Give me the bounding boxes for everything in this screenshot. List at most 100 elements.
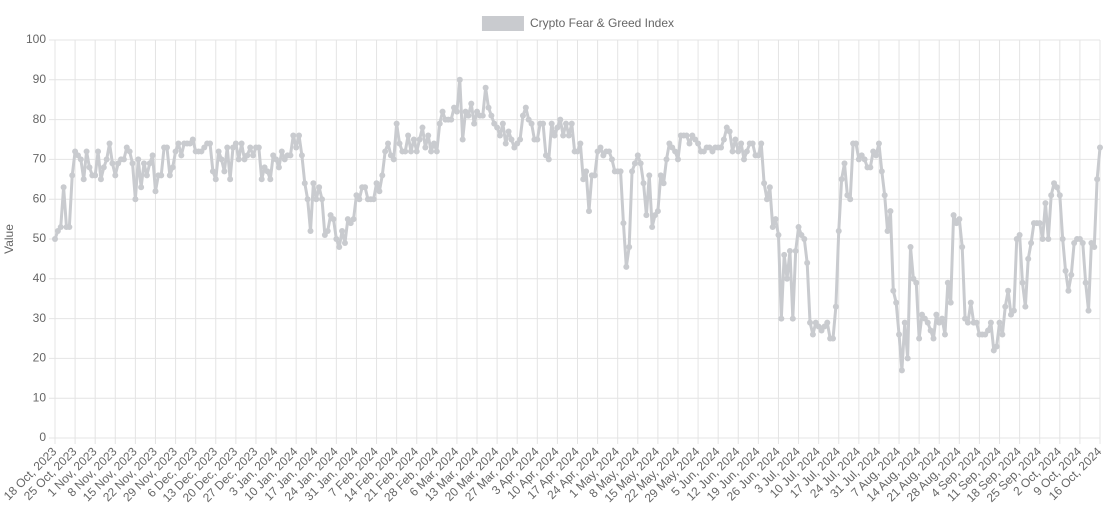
data-point [224, 144, 231, 151]
data-point [597, 144, 604, 151]
data-point [433, 148, 440, 155]
data-point [106, 140, 113, 147]
data-point [238, 140, 245, 147]
data-point [1065, 287, 1072, 294]
data-point [985, 327, 992, 334]
data-point [896, 331, 903, 338]
data-point [996, 319, 1003, 326]
data-point [1036, 220, 1043, 227]
data-point [86, 164, 93, 171]
data-point [1079, 239, 1086, 246]
data-point [560, 132, 567, 139]
data-point [390, 156, 397, 163]
data-point [617, 168, 624, 175]
data-point [741, 156, 748, 163]
data-point [941, 331, 948, 338]
data-point [772, 216, 779, 223]
data-point [189, 136, 196, 143]
data-point [459, 136, 466, 143]
data-point [350, 216, 357, 223]
data-point [393, 120, 400, 127]
data-point [778, 315, 785, 322]
data-point [255, 144, 262, 151]
data-point [804, 259, 811, 266]
data-point [310, 180, 317, 187]
data-point [207, 140, 214, 147]
data-point [749, 140, 756, 147]
data-point [867, 164, 874, 171]
data-point [657, 172, 664, 179]
y-tick-label: 100 [26, 32, 46, 46]
data-point [373, 180, 380, 187]
data-point [324, 228, 331, 235]
data-point [1085, 307, 1092, 314]
data-point [620, 220, 627, 227]
data-point [436, 120, 443, 127]
legend: Crypto Fear & Greed Index [481, 16, 674, 31]
data-point [356, 196, 363, 203]
data-point [83, 148, 90, 155]
data-point [637, 160, 644, 167]
data-point [100, 164, 107, 171]
data-point [146, 160, 153, 167]
data-point [554, 124, 561, 131]
data-point [626, 243, 633, 250]
y-tick-label: 10 [33, 390, 47, 404]
legend-swatch [481, 16, 524, 31]
data-point [861, 156, 868, 163]
data-point [873, 152, 880, 159]
data-point [898, 367, 905, 374]
data-point [735, 148, 742, 155]
y-tick-label: 60 [33, 191, 47, 205]
data-point [275, 164, 282, 171]
data-point [267, 176, 274, 183]
data-point [1082, 279, 1089, 286]
data-point [769, 224, 776, 231]
data-point [755, 152, 762, 159]
data-point [138, 184, 145, 191]
data-point [66, 224, 73, 231]
data-point [341, 239, 348, 246]
data-point [939, 315, 946, 322]
data-point [307, 228, 314, 235]
y-tick-label: 80 [33, 112, 47, 126]
data-point [149, 152, 156, 159]
data-point [439, 108, 446, 115]
data-point [738, 140, 745, 147]
data-point [758, 140, 765, 147]
data-point [1002, 303, 1009, 310]
data-point [264, 168, 271, 175]
data-point [838, 176, 845, 183]
data-point [913, 279, 920, 286]
data-point [522, 104, 529, 111]
data-point [385, 140, 392, 147]
data-point [930, 335, 937, 342]
data-point [720, 136, 727, 143]
data-point [1097, 144, 1103, 151]
data-point [416, 136, 423, 143]
data-point [830, 335, 837, 342]
data-point [232, 140, 239, 147]
data-point [686, 140, 693, 147]
data-point [172, 148, 179, 155]
data-point [152, 188, 159, 195]
data-point [967, 299, 974, 306]
data-point [287, 152, 294, 159]
data-point [801, 236, 808, 242]
data-point [761, 180, 768, 187]
data-point [212, 176, 219, 183]
data-point [456, 76, 463, 83]
data-point [330, 216, 337, 223]
data-point [293, 144, 300, 151]
data-point [336, 243, 343, 250]
data-point [847, 196, 854, 203]
data-point [933, 311, 940, 318]
data-point [465, 112, 472, 119]
data-point [244, 152, 251, 159]
data-point [405, 132, 412, 139]
data-point [726, 128, 733, 135]
data-point [221, 168, 228, 175]
data-point [766, 184, 773, 191]
data-point [809, 331, 816, 338]
data-point [568, 120, 575, 127]
